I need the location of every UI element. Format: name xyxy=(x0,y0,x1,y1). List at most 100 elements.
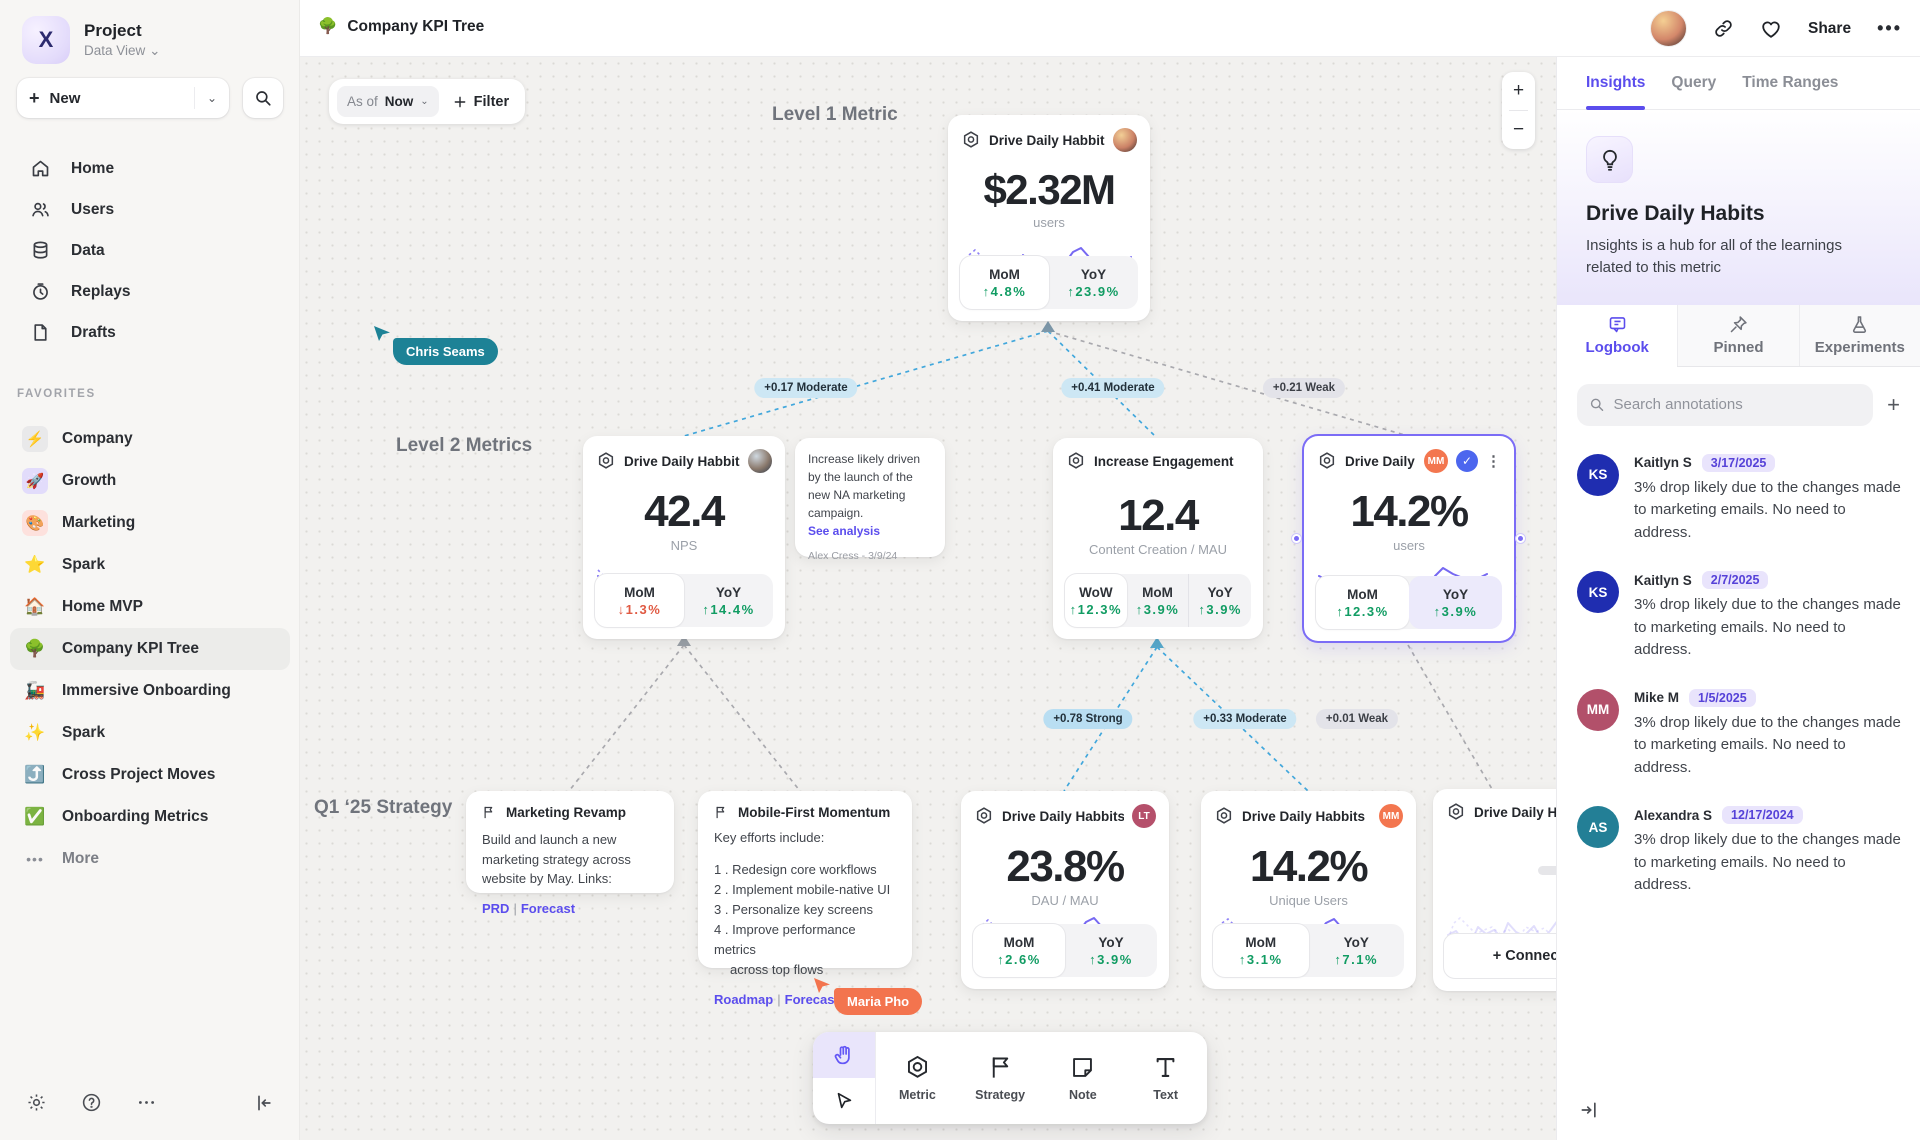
metric-tool-button[interactable]: Metric xyxy=(876,1032,959,1124)
settings-gear-icon[interactable] xyxy=(26,1092,47,1113)
sidebar-search-button[interactable] xyxy=(243,78,283,118)
more-options-icon[interactable] xyxy=(136,1092,157,1113)
list-item: 4 . Improve performance metrics xyxy=(714,921,856,958)
sidebar-item-company[interactable]: ⚡ Company xyxy=(10,418,290,460)
sidebar-item-data[interactable]: Data xyxy=(0,230,300,271)
stat-yoy[interactable]: YoY ↑3.9% xyxy=(1188,574,1251,627)
see-analysis-link[interactable]: See analysis xyxy=(808,524,881,538)
stat-yoy[interactable]: YoY ↑14.4% xyxy=(702,584,755,617)
add-annotation-button[interactable]: + xyxy=(1887,391,1900,417)
sidebar-item-marketing[interactable]: 🎨 Marketing xyxy=(10,502,290,544)
stat-mom[interactable]: MoM ↑2.6% xyxy=(973,924,1065,977)
drafts-icon xyxy=(34,324,47,341)
user-avatar[interactable] xyxy=(1650,10,1687,47)
strategy-flag-icon xyxy=(484,806,493,819)
metric-card-engagement[interactable]: Increase Engagement 12.4 Content Creatio… xyxy=(1053,438,1263,639)
subtab-logbook[interactable]: Logbook xyxy=(1557,304,1678,367)
roadmap-link[interactable]: Roadmap xyxy=(714,992,774,1008)
help-icon[interactable] xyxy=(81,1092,102,1113)
stat-yoy[interactable]: YoY ↑3.9% xyxy=(1089,934,1133,967)
subtab-experiments[interactable]: Experiments xyxy=(1798,304,1920,366)
annotation-author: Mike M xyxy=(1634,690,1680,705)
metric-card-partial[interactable]: Drive Daily Habbits + Connect xyxy=(1433,789,1556,991)
chevron-down-icon[interactable]: ⌄ xyxy=(206,91,217,105)
hand-tool-button[interactable] xyxy=(813,1032,875,1078)
sidebar-item-onboarding-metrics[interactable]: ✅ Onboarding Metrics xyxy=(10,796,290,838)
sidebar-item-users[interactable]: Users xyxy=(0,189,300,230)
connection-handle[interactable] xyxy=(1516,534,1525,543)
filter-button[interactable]: Filter xyxy=(453,94,509,110)
text-tool-button[interactable]: Text xyxy=(1124,1032,1207,1124)
favorite-heart-icon[interactable] xyxy=(1760,18,1782,40)
collaborator-badge: MM xyxy=(1379,804,1403,828)
metric-card-level1[interactable]: Drive Daily Habbits $2.32M users MoM ↑4.8… xyxy=(948,115,1150,321)
sidebar-item-growth[interactable]: 🚀 Growth xyxy=(10,460,290,502)
correlation-label: +0.17 Moderate xyxy=(754,378,858,398)
search-annotations-input[interactable] xyxy=(1613,396,1862,413)
sidebar-item-spark-2[interactable]: ✨ Spark xyxy=(10,712,290,754)
sidebar-more-button[interactable]: ••• More xyxy=(10,838,290,880)
stat-mom[interactable]: MoM ↑4.8% xyxy=(960,256,1049,309)
new-button[interactable]: + New ⌄ xyxy=(17,78,229,118)
metric-hexagon-icon xyxy=(1216,807,1232,824)
connect-button[interactable]: + Connect xyxy=(1443,933,1556,979)
strategy-card-marketing-revamp[interactable]: Marketing Revamp Build and launch a new … xyxy=(466,791,674,916)
share-button[interactable]: Share xyxy=(1808,19,1852,37)
project-switcher[interactable]: X Project Data View ⌄ xyxy=(22,16,160,64)
project-view-selector[interactable]: Data View ⌄ xyxy=(84,43,161,58)
sidebar-item-drafts[interactable]: Drafts xyxy=(0,312,300,353)
prd-link[interactable]: PRD xyxy=(482,900,510,916)
stat-mom[interactable]: MoM ↑3.9% xyxy=(1135,584,1180,617)
sidebar-item-cross-project-moves[interactable]: ⤴️ Cross Project Moves xyxy=(10,754,290,796)
connection-handle[interactable] xyxy=(1292,534,1301,543)
annotation-item[interactable]: MM Mike M 1/5/2025 3% drop likely due to … xyxy=(1577,688,1901,780)
more-menu-icon[interactable]: ••• xyxy=(1877,18,1902,38)
metric-card-dau-mau[interactable]: Drive Daily Habbits LT 23.8% DAU / MAU M… xyxy=(961,791,1169,989)
stat-mom[interactable]: MoM ↑3.1% xyxy=(1213,924,1309,977)
sidebar-item-immersive-onboarding[interactable]: 🚂 Immersive Onboarding xyxy=(10,670,290,712)
tab-query[interactable]: Query xyxy=(1671,74,1717,91)
stat-yoy[interactable]: YoY ↑23.9% xyxy=(1067,266,1120,299)
as-of-dropdown[interactable]: As of Now ⌄ xyxy=(337,86,439,117)
kpi-tree-canvas[interactable]: As of Now ⌄ Filter + − Level 1 Metric Le… xyxy=(300,57,1556,1140)
divider: | xyxy=(513,900,517,916)
copy-link-icon[interactable] xyxy=(1713,18,1734,39)
metric-card-nps[interactable]: Drive Daily Habbits 42.4 NPS MoM ↓1.3% Yo… xyxy=(583,436,785,639)
subtab-pinned[interactable]: Pinned xyxy=(1677,304,1799,366)
zoom-out-button[interactable]: − xyxy=(1512,119,1525,140)
collapse-panel-icon[interactable] xyxy=(1579,1100,1599,1120)
stat-mom[interactable]: MoM ↑12.3% xyxy=(1316,576,1409,629)
divider: | xyxy=(777,992,781,1008)
annotation-item[interactable]: KS Kaitlyn S 3/17/2025 3% drop likely due… xyxy=(1577,453,1901,545)
strategy-tool-button[interactable]: Strategy xyxy=(959,1032,1042,1124)
forecast-link[interactable]: Forecast xyxy=(520,900,576,916)
forecast-link[interactable]: Forecast xyxy=(784,992,839,1008)
collapse-sidebar-icon[interactable] xyxy=(254,1093,274,1113)
search-icon xyxy=(1590,398,1604,412)
note-tool-button[interactable]: Note xyxy=(1042,1032,1125,1124)
annotation-item[interactable]: AS Alexandra S 12/17/2024 3% drop likely … xyxy=(1577,806,1901,897)
metric-card-unique-users[interactable]: Drive Daily Habbits MM 14.2% Unique User… xyxy=(1201,791,1416,989)
zoom-in-button[interactable]: + xyxy=(1512,80,1525,101)
sidebar-item-replays[interactable]: Replays xyxy=(0,271,300,312)
sidebar-item-home-mvp[interactable]: 🏠 Home MVP xyxy=(10,586,290,628)
metric-card-selected[interactable]: Drive Daily Habb.. MM ✓ ⋮ 14.2% users Mo… xyxy=(1304,436,1514,641)
strategy-card-mobile-first[interactable]: Mobile-First Momentum Key efforts includ… xyxy=(698,791,912,1007)
sidebar-item-spark[interactable]: ⭐ Spark xyxy=(10,544,290,586)
annotation-item[interactable]: KS Kaitlyn S 2/7/2025 3% drop likely due … xyxy=(1577,571,1901,662)
annotation-author: Kaitlyn S xyxy=(1634,572,1692,588)
home-icon xyxy=(32,160,49,177)
stat-yoy[interactable]: YoY ↑3.9% xyxy=(1409,576,1502,629)
select-tool-button[interactable] xyxy=(813,1078,875,1124)
annotation-search[interactable] xyxy=(1577,383,1874,426)
stat-mom[interactable]: MoM ↓1.3% xyxy=(595,574,684,627)
sidebar-item-home[interactable]: Home xyxy=(0,148,300,189)
note-card-analysis[interactable]: Increase likely driven by the launch of … xyxy=(795,438,945,562)
card-menu-icon[interactable]: ⋮ xyxy=(1486,452,1501,470)
sidebar-item-company-kpi-tree[interactable]: 🌳 Company KPI Tree xyxy=(10,628,290,670)
tab-insights[interactable]: Insights xyxy=(1586,57,1646,110)
stat-yoy[interactable]: YoY ↑7.1% xyxy=(1334,934,1379,967)
stat-wow[interactable]: WoW ↑12.3% xyxy=(1065,574,1127,627)
tab-time-ranges[interactable]: Time Ranges xyxy=(1742,74,1839,91)
lightning-icon: ⚡ xyxy=(22,426,48,452)
